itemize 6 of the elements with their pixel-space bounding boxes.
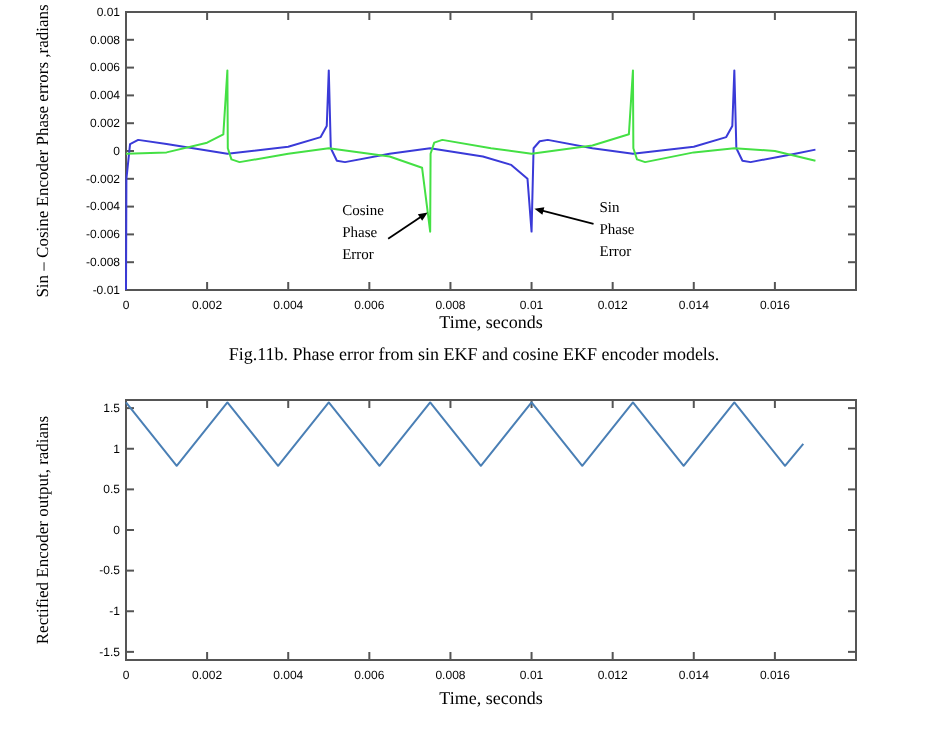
caption: Fig.11b. Phase error from sin EKF and cosine EKF encoder models. [228,344,720,364]
x-axis-title: Time, seconds [439,312,544,332]
y-axis-title: Sin – Cosine Encoder Phase errors ,radians [32,4,52,298]
y-axis-title: Rectified Encoder output, radians [32,415,52,645]
x-axis-title: Time, seconds [439,688,544,708]
line-series [125,69,817,291]
